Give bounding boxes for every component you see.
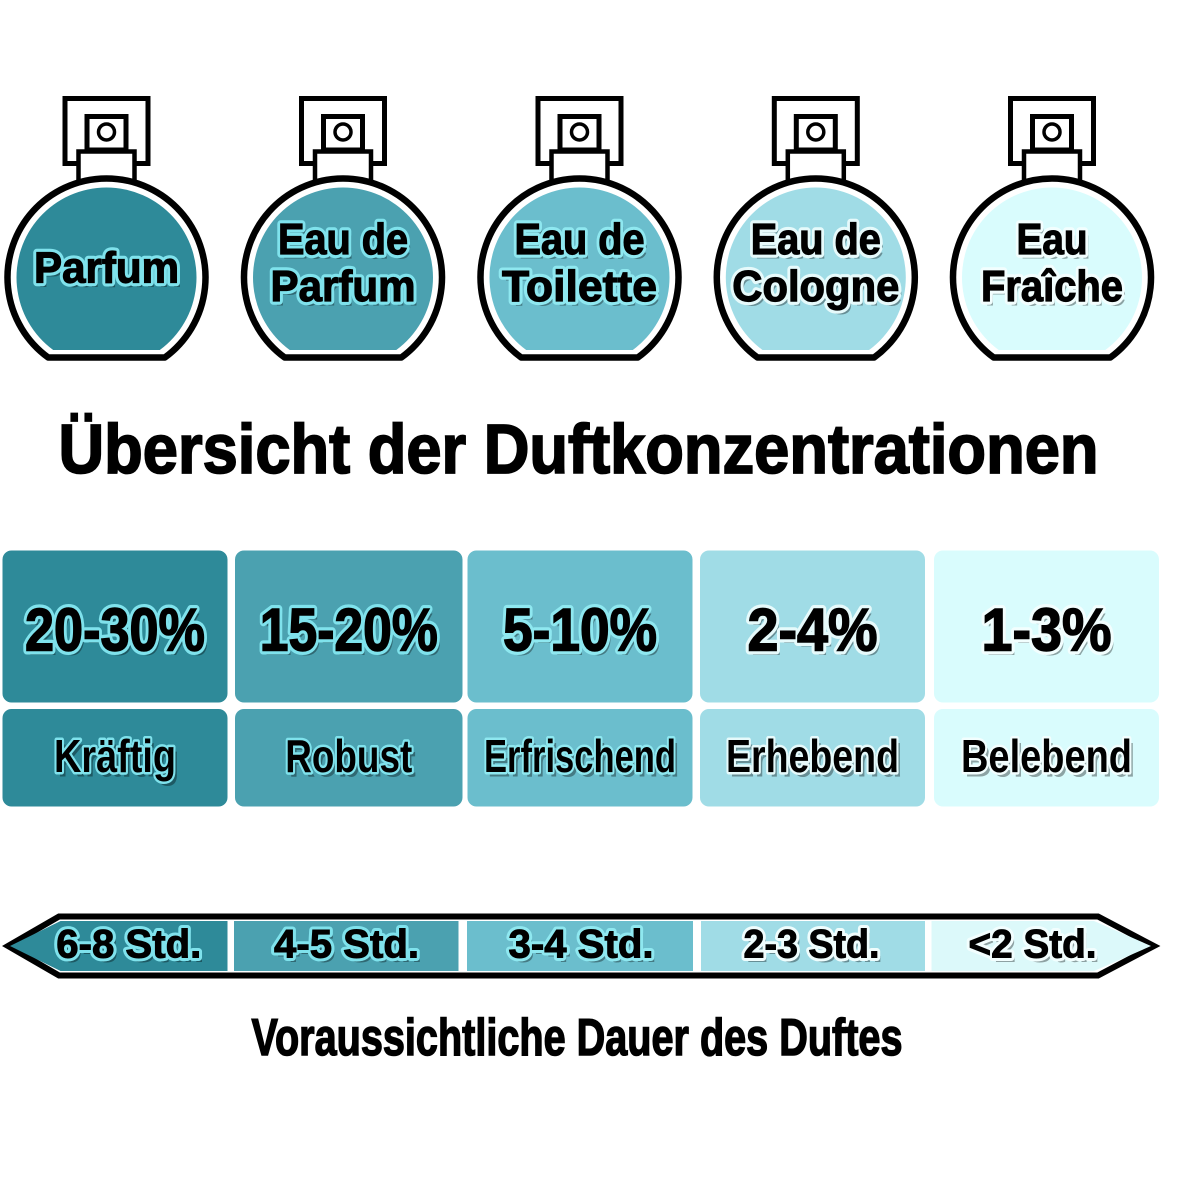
svg-text:5-10%: 5-10% [507,601,661,668]
svg-text:Belebend: Belebend [961,730,1132,782]
svg-text:Toilette: Toilette [506,267,661,316]
svg-text:2-3 Std.: 2-3 Std. [744,923,880,967]
svg-text:Robust: Robust [285,730,412,782]
svg-text:Fraîche: Fraîche [981,262,1123,311]
svg-text:2-4%: 2-4% [751,601,881,668]
svg-text:Parfum: Parfum [34,244,179,293]
svg-text:Eau de: Eau de [282,220,412,269]
svg-text:Eau de: Eau de [754,220,884,269]
svg-text:Erhebend: Erhebend [730,735,903,787]
svg-text:Parfum: Parfum [34,244,179,293]
svg-text:Kräftig: Kräftig [58,735,180,787]
svg-text:1-3%: 1-3% [985,601,1115,668]
svg-text:Belebend: Belebend [961,730,1132,782]
svg-text:Eau: Eau [1020,220,1091,269]
svg-text:<2 Std.: <2 Std. [972,927,1100,971]
svg-text:4-5 Std.: 4-5 Std. [278,927,423,971]
svg-text:6-8 Std.: 6-8 Std. [56,923,201,967]
svg-text:Erfrischend: Erfrischend [484,730,676,782]
svg-text:Cologne: Cologne [736,267,903,316]
svg-text:<2 Std.: <2 Std. [969,923,1097,967]
svg-text:4-5 Std.: 4-5 Std. [274,923,419,967]
svg-text:Parfum: Parfum [274,267,419,316]
svg-text:Fraîche: Fraîche [981,262,1123,311]
svg-text:Eau de: Eau de [518,220,648,269]
svg-text:Eau de: Eau de [515,215,645,264]
svg-text:Eau de: Eau de [751,215,881,264]
svg-text:Übersicht der Duftkonzentratio: Übersicht der Duftkonzentrationen [59,410,1099,488]
svg-text:Eau de: Eau de [515,215,645,264]
svg-text:3-4 Std.: 3-4 Std. [509,923,654,967]
svg-text:15-20%: 15-20% [260,597,438,664]
svg-text:5-10%: 5-10% [503,597,657,664]
svg-text:3-4 Std.: 3-4 Std. [512,927,657,971]
svg-text:Eau de: Eau de [278,215,408,264]
svg-text:Cologne: Cologne [732,262,899,311]
svg-text:6-8 Std.: 6-8 Std. [60,927,205,971]
svg-text:Eau: Eau [1017,215,1088,264]
svg-text:Erhebend: Erhebend [726,730,899,782]
svg-text:1-3%: 1-3% [982,597,1112,664]
svg-text:15-20%: 15-20% [263,601,441,668]
svg-text:Eau de: Eau de [751,215,881,264]
svg-text:20-30%: 20-30% [25,597,205,664]
svg-text:Eau: Eau [1017,215,1088,264]
svg-text:Belebend: Belebend [965,735,1136,787]
svg-text:Erhebend: Erhebend [726,730,899,782]
svg-text:Robust: Robust [285,730,412,782]
svg-text:20-30%: 20-30% [29,601,209,668]
svg-text:1-3%: 1-3% [982,597,1112,664]
svg-text:Parfum: Parfum [271,262,416,311]
svg-text:2-4%: 2-4% [748,597,878,664]
svg-text:Robust: Robust [289,735,416,787]
svg-text:Kräftig: Kräftig [54,730,176,782]
svg-text:2-3 Std.: 2-3 Std. [747,927,883,971]
svg-text:<2 Std.: <2 Std. [969,923,1097,967]
svg-text:20-30%: 20-30% [25,597,205,664]
svg-text:5-10%: 5-10% [503,597,657,664]
svg-text:6-8 Std.: 6-8 Std. [56,923,201,967]
svg-text:Erfrischend: Erfrischend [484,730,676,782]
svg-text:4-5 Std.: 4-5 Std. [274,923,419,967]
svg-text:Parfum: Parfum [38,248,183,297]
svg-text:15-20%: 15-20% [260,597,438,664]
svg-text:Voraussichtliche Dauer des Duf: Voraussichtliche Dauer des Duftes [252,1009,903,1067]
svg-text:Toilette: Toilette [502,262,657,311]
svg-text:Parfum: Parfum [271,262,416,311]
svg-text:2-3 Std.: 2-3 Std. [744,923,880,967]
svg-text:Cologne: Cologne [732,262,899,311]
svg-text:Fraîche: Fraîche [985,267,1127,316]
svg-text:3-4 Std.: 3-4 Std. [509,923,654,967]
svg-text:Toilette: Toilette [502,262,657,311]
svg-text:Eau de: Eau de [278,215,408,264]
svg-text:2-4%: 2-4% [748,597,878,664]
svg-text:Erfrischend: Erfrischend [488,735,680,787]
svg-text:Kräftig: Kräftig [54,730,176,782]
